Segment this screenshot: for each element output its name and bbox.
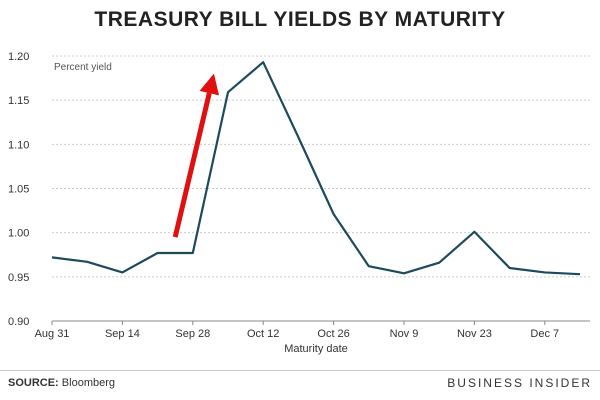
x-tick-label: Oct 26 xyxy=(317,328,349,340)
arrow-shaft xyxy=(172,92,212,238)
brand-logo: BUSINESS INSIDER xyxy=(447,376,592,390)
line-chart: 0.90 0.95 1.00 1.05 1.10 1.15 1.20 Percent yiel… xyxy=(8,51,590,355)
y-tick-label: 1.05 xyxy=(8,184,29,196)
y-tick-label: 0.95 xyxy=(8,272,29,284)
y-tick-label: 1.20 xyxy=(8,51,29,63)
x-tick-label: Dec 7 xyxy=(530,328,559,340)
x-tick-label: Nov 9 xyxy=(390,328,419,340)
x-tick-label: Sep 28 xyxy=(175,328,210,340)
x-tick-label: Oct 12 xyxy=(247,328,279,340)
source-text: Bloomberg xyxy=(61,377,115,389)
x-tick-label: Aug 31 xyxy=(35,328,70,340)
source-label: SOURCE: xyxy=(8,377,59,389)
x-tick-label: Sep 14 xyxy=(105,328,140,340)
chart-title: TREASURY BILL YIELDS BY MATURITY xyxy=(94,8,506,31)
footer-divider xyxy=(0,370,600,371)
x-axis-label: Maturity date xyxy=(284,343,348,355)
y-axis-label: Percent yield xyxy=(54,62,112,73)
y-tick-label: 1.10 xyxy=(8,139,29,151)
y-tick-label: 1.15 xyxy=(8,95,29,107)
y-tick-label: 1.00 xyxy=(8,228,29,240)
source-note: SOURCE: Bloomberg xyxy=(8,377,115,389)
x-tick-label: Nov 23 xyxy=(457,328,492,340)
y-tick-label: 0.90 xyxy=(8,316,29,328)
series-line xyxy=(51,61,581,276)
arrow-head xyxy=(199,73,220,96)
